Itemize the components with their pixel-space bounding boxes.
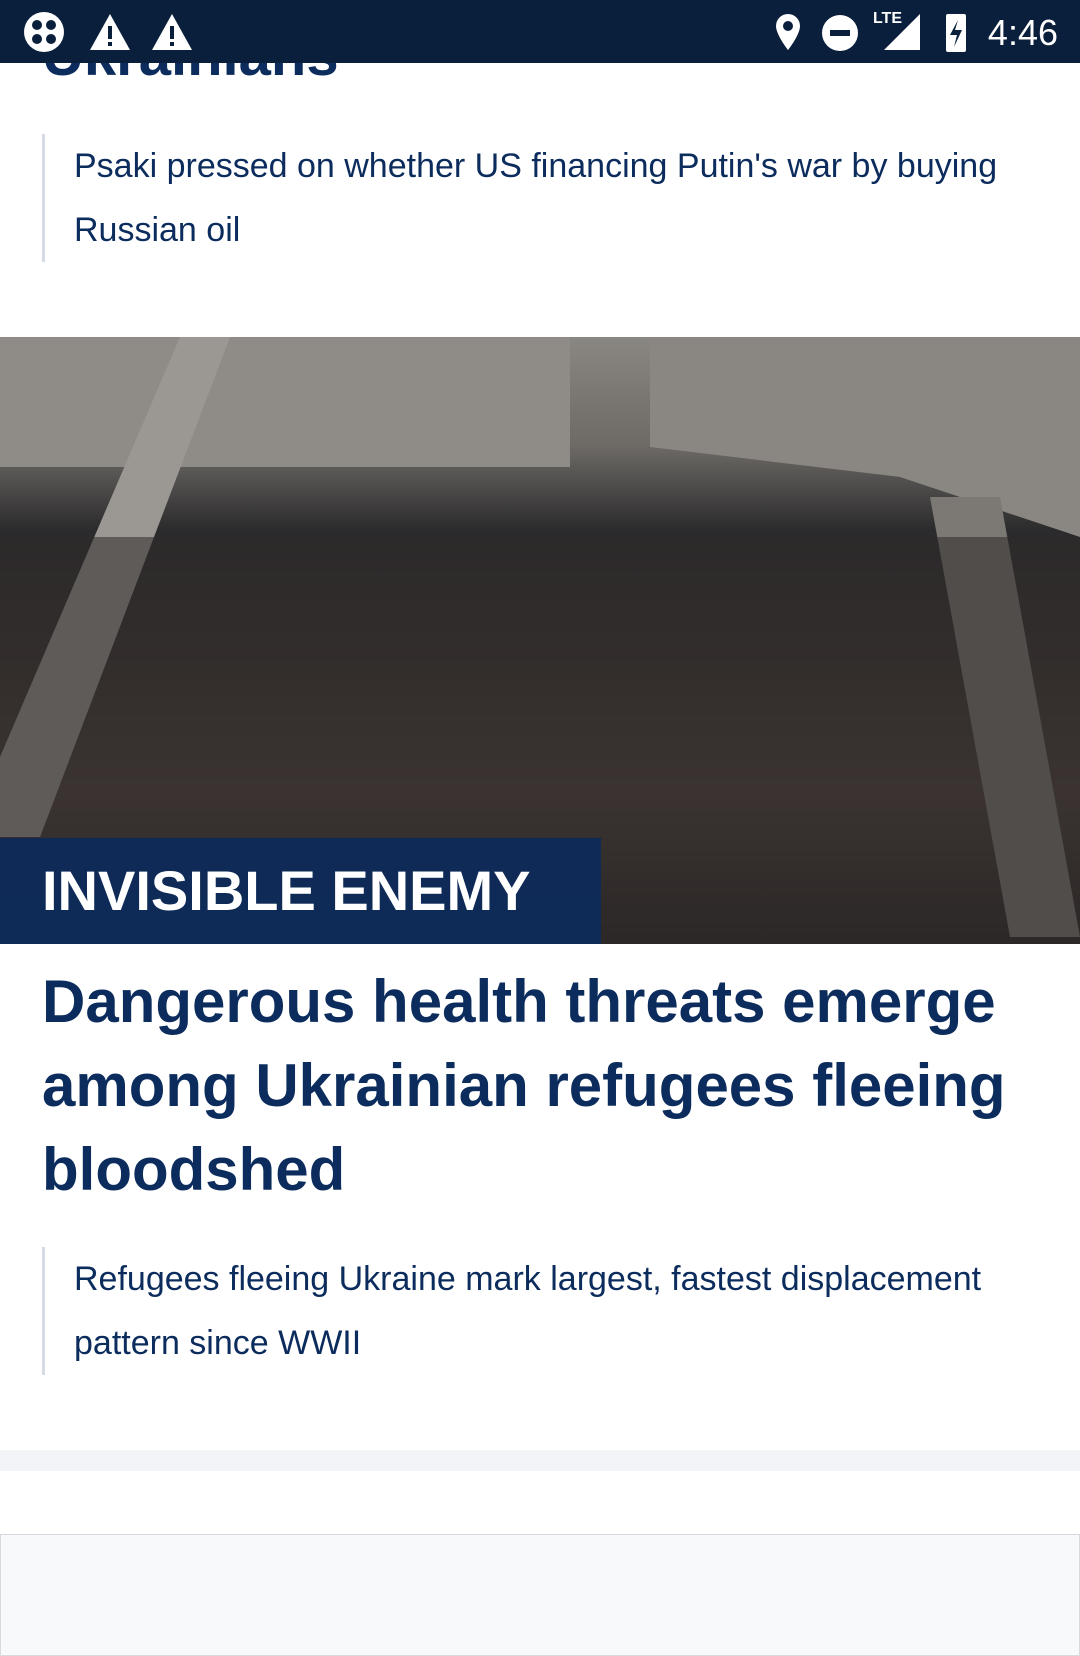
system-icons xyxy=(776,14,966,52)
article-title[interactable]: Dangerous health threats emerge among Uk… xyxy=(42,968,1006,1203)
network-type: LTE xyxy=(872,10,902,27)
clock: 4:46 xyxy=(987,12,1058,53)
status-icons xyxy=(24,12,192,52)
ad-container xyxy=(0,1534,1080,1656)
divider xyxy=(0,1450,1080,1471)
related-link[interactable]: Refugees fleeing Ukraine mark largest, f… xyxy=(42,1247,1024,1375)
category-label[interactable]: INVISIBLE ENEMY xyxy=(0,838,601,944)
status-bar: LTE 4:46 xyxy=(0,0,1080,63)
related-link[interactable]: Psaki pressed on whether US financing Pu… xyxy=(42,134,1024,262)
